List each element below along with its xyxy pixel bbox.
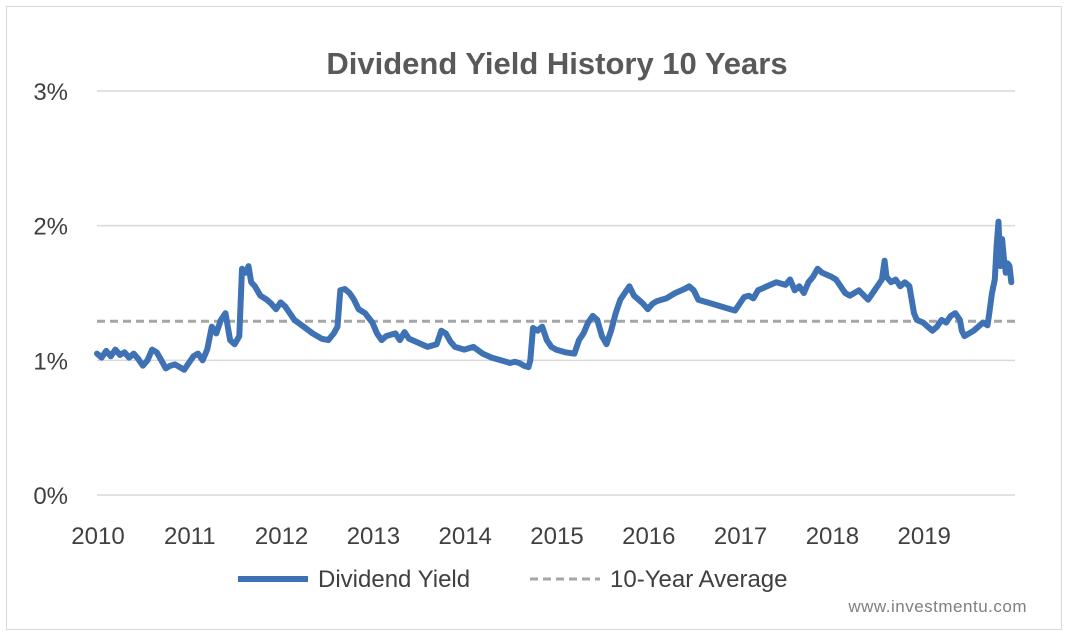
x-tick-label: 2015 [530,523,583,550]
series-group [94,218,1015,373]
x-tick-label: 2014 [439,523,492,550]
watermark-text: www.investmentu.com [847,597,1027,616]
y-tick-label: 1% [33,348,68,375]
y-tick-label: 3% [33,79,68,106]
legend-label-dividend-yield: Dividend Yield [318,566,470,593]
y-tick-label: 0% [33,483,68,510]
x-axis-tick-labels: 2010 2011 2012 2013 2014 2015 2016 2017 2018 2019 [71,523,951,550]
x-tick-label: 2010 [71,523,124,550]
x-tick-label: 2011 [164,523,216,550]
x-tick-label: 2013 [347,523,400,550]
chart-frame [6,6,1062,630]
legend-label-10-year-average: 10-Year Average [610,566,787,593]
x-tick-label: 2016 [622,523,675,550]
y-tick-label: 2% [33,214,68,241]
x-tick-label: 2017 [714,523,767,550]
y-axis-tick-labels: 0% 1% 2% 3% [33,79,68,510]
series-line-dividend-yield [94,218,1015,373]
x-tick-label: 2012 [255,523,308,550]
x-tick-label: 2019 [898,523,951,550]
chart-title: Dividend Yield History 10 Years [326,46,787,81]
legend: Dividend Yield 10-Year Average [238,566,787,593]
x-tick-label: 2018 [806,523,859,550]
gridlines [97,90,1015,496]
